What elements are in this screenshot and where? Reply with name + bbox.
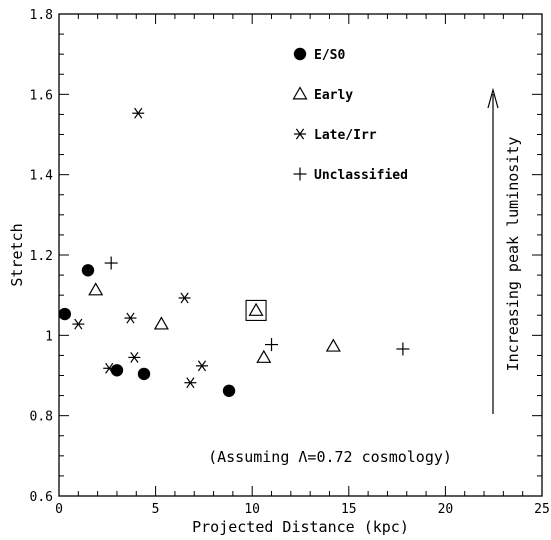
x-tick-label: 10	[244, 502, 260, 517]
ticks: 0 5 10 15 20 25 0.6 0.8 1 1.2 1.4 1.6 1.8	[30, 8, 550, 517]
point-late-irr	[184, 377, 197, 389]
point-e-s0	[58, 307, 71, 321]
data-points	[58, 107, 410, 397]
y-tick-label: 0.8	[30, 410, 53, 425]
arrow-label: Increasing peak luminosity	[504, 137, 522, 372]
legend-marker-early	[292, 86, 308, 100]
x-tick-label: 0	[55, 502, 63, 517]
point-late-irr	[128, 351, 141, 363]
legend-marker-unclassified	[293, 167, 307, 181]
legend-label-early: Early	[314, 88, 353, 103]
point-e-s0	[222, 384, 236, 397]
x-tick-label: 25	[534, 502, 550, 517]
plot-frame	[58, 13, 543, 497]
annotations: Increasing peak luminosity (Assuming Λ=0.…	[208, 87, 522, 466]
y-tick-label: 1.6	[30, 88, 53, 103]
point-early	[325, 338, 341, 352]
luminosity-arrowhead	[487, 87, 499, 109]
x-tick-label: 5	[152, 502, 160, 517]
point-unclassified	[396, 342, 410, 356]
legend-marker-e-s0	[293, 47, 307, 61]
y-tick-label: 1.8	[30, 8, 53, 23]
x-axis-label: Projected Distance (kpc)	[192, 518, 409, 536]
y-tick-label: 1.2	[30, 249, 53, 264]
point-e-s0	[110, 364, 124, 377]
point-late-irr	[132, 107, 145, 119]
point-e-s0	[81, 264, 95, 277]
point-late-irr	[124, 312, 137, 324]
point-late-irr	[178, 292, 191, 304]
point-late-irr	[103, 362, 116, 374]
legend: E/S0 Early Late/Irr Unclassified	[292, 47, 408, 183]
legend-label-late-irr: Late/Irr	[314, 128, 377, 143]
point-early	[153, 316, 169, 330]
y-tick-label: 1	[45, 329, 53, 344]
legend-marker-late-irr	[294, 128, 306, 140]
point-e-s0	[137, 367, 151, 381]
legend-label-unclassified: Unclassified	[314, 168, 408, 183]
point-unclassified	[265, 338, 279, 352]
cosmology-note: (Assuming Λ=0.72 cosmology)	[208, 448, 452, 466]
point-early	[88, 282, 104, 296]
point-early	[248, 302, 264, 316]
x-tick-label: 20	[438, 502, 454, 517]
y-tick-label: 0.6	[30, 490, 53, 505]
legend-label-e-s0: E/S0	[314, 48, 345, 63]
point-late-irr	[72, 318, 85, 330]
y-tick-label: 1.4	[30, 169, 54, 184]
x-tick-label: 15	[341, 502, 357, 517]
point-unclassified	[104, 256, 118, 270]
y-axis-label: Stretch	[8, 223, 26, 286]
point-early	[256, 349, 272, 363]
point-late-irr	[195, 360, 208, 372]
highlight-box	[245, 299, 267, 321]
